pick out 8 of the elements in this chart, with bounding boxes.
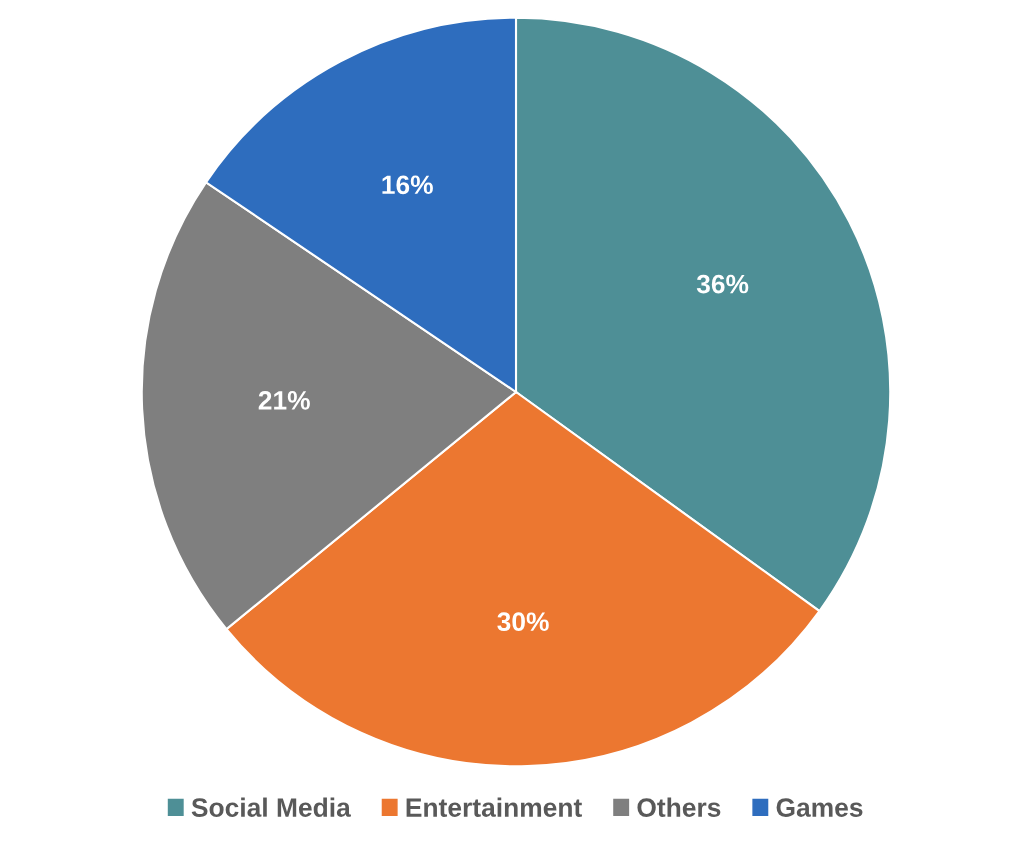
legend-label: Games <box>776 798 863 817</box>
legend-label: Social Media <box>191 797 351 817</box>
data-label: 30% <box>497 612 549 632</box>
legend-label: Entertainment <box>406 797 582 817</box>
data-label: 16% <box>382 175 433 195</box>
data-label: 36% <box>696 274 749 294</box>
legend-label: Others <box>637 797 721 817</box>
data-label: 21% <box>258 391 310 410</box>
